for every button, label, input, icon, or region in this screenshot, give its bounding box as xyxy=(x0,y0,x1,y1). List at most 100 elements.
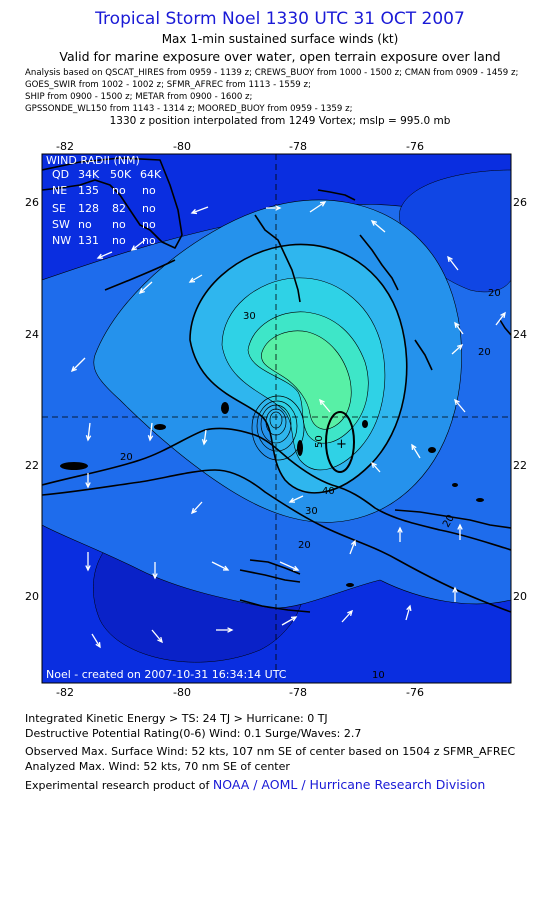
bahamas-andros xyxy=(254,214,301,303)
map-title: Tropical Storm Noel 1330 UTC 31 OCT 2007 xyxy=(95,9,465,29)
wind-arrow-head xyxy=(319,398,325,406)
wind-arrow-head xyxy=(447,255,453,263)
wind-radii-header-qd: QD xyxy=(52,168,69,181)
wind-arrow xyxy=(405,605,411,621)
wind-arrow-head xyxy=(452,586,458,593)
wind-arrow xyxy=(139,281,153,294)
wind-arrow-head xyxy=(454,321,460,329)
wind-field-map: -82 -80 -78 -76 -82 -80 -78 -76 26 24 22… xyxy=(25,140,527,699)
wind-arrow-head xyxy=(138,288,145,295)
wind-arrow-head xyxy=(95,641,101,649)
wind-arrow-head xyxy=(454,398,460,406)
wind-arrow-head xyxy=(85,482,91,489)
wind-arrow xyxy=(495,312,506,326)
lat-tick-label-right: 24 xyxy=(513,328,527,341)
contour-labels: 20 30 40 50 20 20 30 20 20 10 xyxy=(120,288,501,681)
cayman-line xyxy=(249,559,301,575)
wind-radii-quadrant: NW xyxy=(52,234,71,247)
wind-radii-quadrant: SW xyxy=(52,218,70,231)
lon-tick-label-top: -80 xyxy=(173,140,191,153)
wind-arrow-head xyxy=(227,627,234,633)
map-credit: Noel - created on 2007-10-31 16:34:14 UT… xyxy=(46,668,287,681)
wind-arrow xyxy=(203,429,207,445)
wind-arrow-head xyxy=(457,344,464,350)
wind-arrow-head xyxy=(288,497,296,503)
wind-arrow xyxy=(451,344,463,355)
lon-tick-label-top: -82 xyxy=(56,140,74,153)
wind-arrow-head xyxy=(290,616,298,622)
contour-core xyxy=(261,330,352,430)
wind-radii-value: 131 xyxy=(78,234,99,247)
wind-arrow-head xyxy=(406,604,412,612)
source-line: Analysis based on QSCAT_HIRES from 0959 … xyxy=(25,68,519,78)
dpr-line: Destructive Potential Rating(0-6) Wind: … xyxy=(25,727,362,740)
wind-arrow xyxy=(151,629,163,643)
contour-label: 20 xyxy=(120,452,133,463)
wind-radii-table: WIND RADII (NM) QD 34K 50K 64K NE 135 no… xyxy=(46,154,162,247)
wind-arrow xyxy=(349,540,356,555)
wind-arrow-head xyxy=(292,565,300,571)
wind-arrow-head xyxy=(457,523,463,530)
wind-arrow xyxy=(309,201,326,213)
wind-arrow-head xyxy=(130,245,138,251)
wind-arrow xyxy=(447,256,459,271)
wind-radii-title: WIND RADII (NM) xyxy=(46,154,140,167)
wind-arrow xyxy=(191,206,209,214)
wind-radii-value: no xyxy=(112,184,126,197)
lat-tick-label-left: 24 xyxy=(25,328,39,341)
bahamas-east xyxy=(499,319,511,336)
lon-tick-label-top: -76 xyxy=(406,140,424,153)
wind-radii-value: no xyxy=(142,202,156,215)
wind-radii-value: 82 xyxy=(112,202,126,215)
wind-arrow-head xyxy=(222,565,230,571)
jamaica-south xyxy=(239,599,311,613)
lon-tick-label-top: -78 xyxy=(289,140,307,153)
lat-tick-label-right: 26 xyxy=(513,196,527,209)
florida-coast xyxy=(42,157,183,249)
jamaica-north xyxy=(239,569,301,583)
wind-arrow-head xyxy=(319,201,327,207)
lon-tick-labels: -82 -80 -78 -76 -82 -80 -78 -76 xyxy=(56,140,424,699)
wind-arrow xyxy=(71,357,86,372)
wind-radii-header-64k: 64K xyxy=(140,168,162,181)
cuba-north-coast xyxy=(42,427,511,551)
wind-radii-value: no xyxy=(142,184,156,197)
islands xyxy=(60,402,484,587)
wind-arrow xyxy=(289,495,304,503)
lat-tick-label-left: 20 xyxy=(25,590,39,603)
wind-radii-header-34k: 34K xyxy=(78,168,100,181)
wind-arrow xyxy=(131,239,146,251)
wind-arrow xyxy=(341,610,353,623)
wind-arrow xyxy=(97,251,113,259)
wind-arrow-head xyxy=(371,461,377,468)
wind-arrow-head xyxy=(347,609,354,616)
wind-radii-value: 135 xyxy=(78,184,99,197)
wind-radii-value: no xyxy=(112,234,126,247)
map-subtitle: Max 1-min sustained surface winds (kt) xyxy=(161,32,399,46)
wind-arrow-head xyxy=(201,439,208,446)
ike-line: Integrated Kinetic Energy > TS: 24 TJ > … xyxy=(25,712,328,725)
lon-tick-label-bottom: -78 xyxy=(289,686,307,699)
validity-note: Valid for marine exposure over water, op… xyxy=(59,49,501,64)
lon-tick-label-bottom: -80 xyxy=(173,686,191,699)
wind-arrow-head xyxy=(411,443,417,451)
wind-arrow xyxy=(454,399,466,413)
hrd-link[interactable]: NOAA / AOML / Hurricane Research Divisio… xyxy=(212,777,486,792)
wind-arrow xyxy=(454,322,464,335)
source-line: SHIP from 0900 - 1500 z; METAR from 0900… xyxy=(25,92,253,102)
keys-coast xyxy=(104,259,176,291)
wind-arrow xyxy=(189,274,203,283)
wind-radii-quadrant: NE xyxy=(52,184,67,197)
wind-arrow-head xyxy=(397,526,403,533)
wind-arrow-head xyxy=(190,208,198,215)
lon-tick-label-bottom: -82 xyxy=(56,686,74,699)
wind-arrows xyxy=(70,201,506,649)
contour-label: 10 xyxy=(372,670,385,681)
lat-tick-labels: 26 24 22 20 26 24 22 20 xyxy=(25,196,527,603)
interpolation-note: 1330 z position interpolated from 1249 V… xyxy=(109,115,451,127)
coastlines xyxy=(42,157,511,613)
wind-arrow xyxy=(371,220,386,233)
wind-arrow-head xyxy=(85,565,91,572)
wind-arrow-head xyxy=(275,205,282,211)
plot-frame xyxy=(41,153,512,684)
